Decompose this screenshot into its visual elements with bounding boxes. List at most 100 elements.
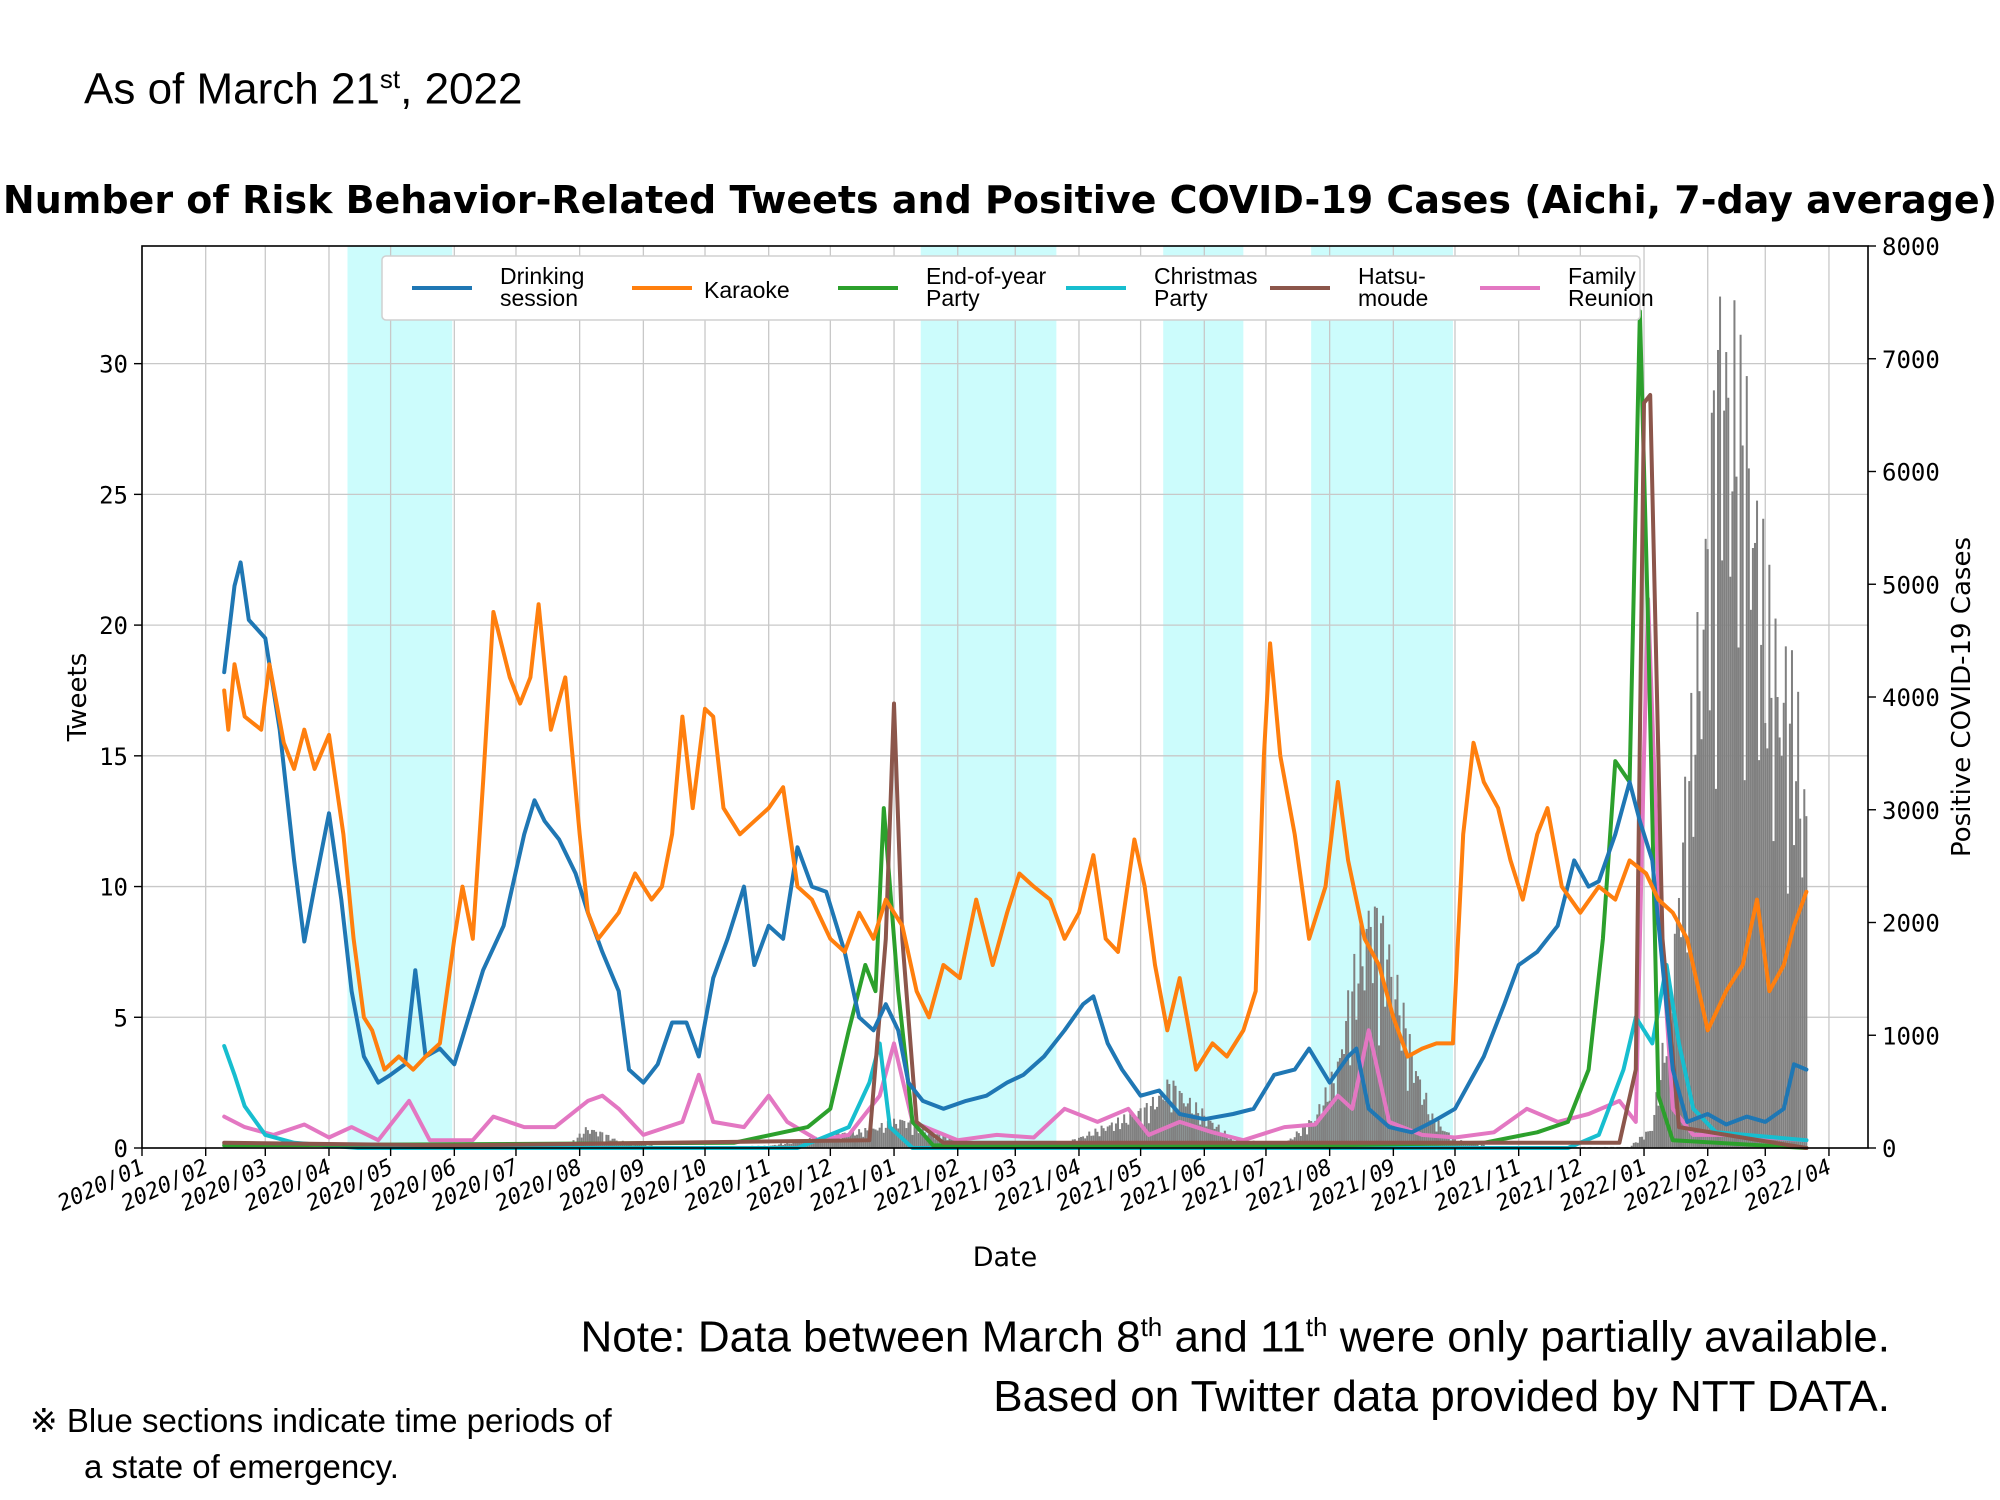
cases-bar <box>1721 560 1724 1148</box>
cases-bar <box>1731 491 1734 1148</box>
cases-bar <box>584 1127 587 1148</box>
y-tick-label: 15 <box>99 743 128 771</box>
cases-bar <box>911 1134 914 1148</box>
cases-bar <box>1778 737 1781 1148</box>
cases-bar <box>599 1131 602 1148</box>
x-axis-ticks: 2020/012020/022020/032020/042020/052020/… <box>54 1148 1835 1217</box>
cases-bar <box>1782 702 1785 1148</box>
cases-bar <box>1632 1142 1635 1148</box>
cases-bar <box>872 1128 875 1148</box>
cases-bar <box>810 1142 813 1148</box>
cases-bar <box>1316 1114 1319 1148</box>
cases-bar <box>1125 1122 1128 1148</box>
cases-bar <box>1661 1042 1664 1148</box>
cases-bar <box>1382 915 1385 1148</box>
cases-bar <box>880 1122 883 1148</box>
cases-bar <box>1166 1079 1169 1148</box>
y2-tick-label: 7000 <box>1882 346 1940 374</box>
cases-bar <box>1400 1050 1403 1148</box>
cases-bar <box>1408 1034 1411 1148</box>
series-line-hatsumoude <box>222 393 1809 1150</box>
cases-bar <box>1123 1114 1126 1148</box>
cases-bar <box>1680 937 1683 1148</box>
cases-bar <box>1135 1117 1138 1148</box>
cases-bar <box>1431 1113 1434 1148</box>
cases-bar <box>1423 1099 1426 1148</box>
cases-bar <box>1774 618 1777 1148</box>
cases-bar <box>1762 518 1765 1148</box>
cases-bar <box>1688 781 1691 1148</box>
y-tick-label: 25 <box>99 481 128 509</box>
cases-bar <box>907 1122 910 1148</box>
cases-bar <box>1696 612 1699 1148</box>
cases-bar <box>1682 842 1685 1148</box>
cases-bar <box>1470 1143 1473 1148</box>
cases-bar <box>1149 1106 1152 1148</box>
cases-bar <box>1386 959 1389 1148</box>
cases-bar <box>1768 564 1771 1148</box>
cases-bar <box>1221 1133 1224 1148</box>
cases-bar <box>1751 548 1754 1148</box>
cases-bar <box>932 1134 935 1148</box>
cases-bar <box>1417 1076 1420 1148</box>
cases-bar <box>1117 1117 1120 1148</box>
y-axis-ticks: 0 5 10 15 20 25 30 <box>99 351 142 1163</box>
series-line-family <box>222 597 1809 1143</box>
cases-bar <box>1338 1057 1341 1148</box>
cases-bar <box>786 1142 789 1148</box>
cases-bar <box>1295 1131 1298 1148</box>
cases-bar <box>790 1143 793 1148</box>
cases-bar <box>1630 1145 1633 1148</box>
cases-bar <box>1345 1021 1348 1148</box>
cases-bar <box>1447 1132 1450 1148</box>
cases-bar <box>1102 1128 1105 1148</box>
cases-bar <box>876 1130 879 1148</box>
cases-bar <box>780 1143 783 1148</box>
cases-bar <box>1168 1084 1171 1148</box>
cases-bar <box>913 1126 916 1148</box>
cases-bar <box>1209 1120 1212 1148</box>
cases-bar <box>1104 1130 1107 1148</box>
cases-bar <box>1392 1017 1395 1148</box>
emergency-period-1 <box>347 246 453 1148</box>
cases-bar <box>1790 650 1793 1148</box>
cases-bar <box>1347 990 1350 1148</box>
cases-bar <box>1464 1143 1467 1148</box>
x-axis-label: Date <box>973 1242 1038 1273</box>
cases-bar <box>1100 1125 1103 1148</box>
cases-bar <box>1753 542 1756 1148</box>
cases-bar <box>886 1120 889 1148</box>
cases-bar <box>1119 1129 1122 1148</box>
cases-bar <box>1663 1062 1666 1148</box>
cases-bar <box>833 1140 836 1148</box>
cases-bar <box>919 1131 922 1148</box>
cases-bar <box>1217 1124 1220 1148</box>
note-partial-data: Note: Data between March 8th and 11th we… <box>580 1312 1890 1362</box>
cases-bar <box>1106 1126 1109 1148</box>
cases-bar <box>925 1135 928 1148</box>
cases-bar <box>1425 1092 1428 1148</box>
cases-bar <box>1414 1071 1417 1148</box>
cases-bar <box>1801 877 1804 1148</box>
cases-bar <box>1297 1133 1300 1148</box>
cases-bar <box>1396 974 1399 1148</box>
cases-bar <box>1702 629 1705 1148</box>
cases-bar <box>1684 776 1687 1148</box>
legend-label-hatsumoude: Hatsu-moude <box>1358 263 1428 311</box>
legend-label-christmas: Christmas Party <box>1154 263 1258 311</box>
emergency-period-3 <box>1163 246 1244 1148</box>
cases-bar <box>1708 710 1711 1148</box>
cases-bar <box>590 1129 593 1148</box>
cases-bar <box>1326 1101 1329 1148</box>
cases-bar <box>1651 1130 1654 1148</box>
cases-bar <box>1380 923 1383 1148</box>
cases-bar <box>1176 1113 1179 1148</box>
cases-bar <box>1799 818 1802 1148</box>
cases-bar <box>1690 692 1693 1148</box>
cases-bar <box>1776 697 1779 1148</box>
cases-bar <box>1363 990 1366 1148</box>
cases-bar <box>1756 500 1759 1148</box>
cases-bar <box>1634 1142 1637 1148</box>
cases-bar <box>1174 1085 1177 1148</box>
cases-bar <box>899 1119 902 1148</box>
